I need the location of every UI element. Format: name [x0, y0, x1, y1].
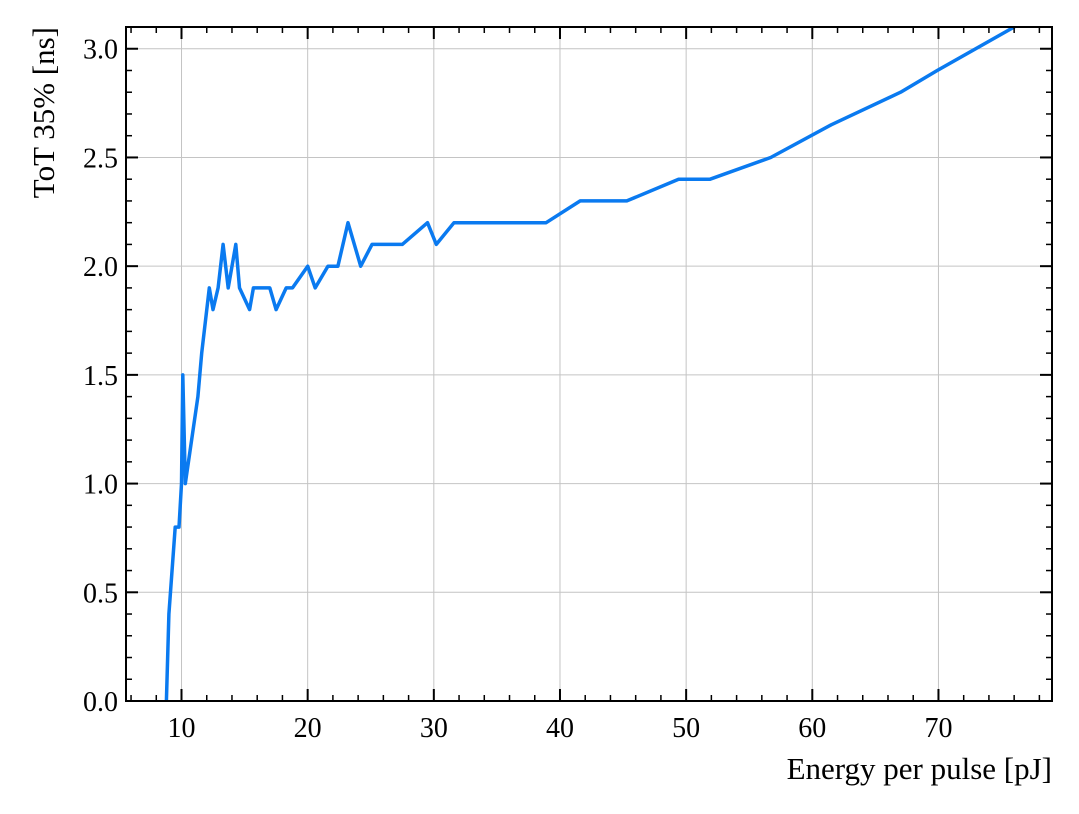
x-tick-label: 10 [168, 713, 196, 744]
y-tick-label: 0.5 [83, 578, 118, 609]
x-axis-label: Energy per pulse [pJ] [787, 751, 1052, 786]
series-layer [164, 27, 1016, 701]
y-tick-label: 1.0 [83, 470, 118, 501]
x-tick-label: 60 [798, 713, 826, 744]
grid [126, 27, 1052, 702]
x-tick-label: 40 [546, 713, 574, 744]
ticks [126, 26, 1052, 702]
y-tick-label: 3.0 [83, 35, 118, 66]
y-tick-label: 2.5 [83, 143, 118, 174]
tick-labels: 10 20 30 40 50 60 70 0.0 0.5 1.0 1.5 2.0 2.5 3.0 [83, 35, 952, 744]
x-tick-label: 50 [672, 713, 700, 744]
x-tick-label: 30 [420, 713, 448, 744]
y-tick-label: 2.0 [83, 252, 118, 283]
x-tick-label: 20 [294, 713, 322, 744]
series-line [164, 27, 1016, 701]
x-tick-label: 70 [924, 713, 952, 744]
y-tick-label: 1.5 [83, 361, 118, 392]
y-tick-label: 0.0 [83, 687, 118, 718]
y-axis-label: ToT 35% [ns] [26, 27, 61, 198]
plot-frame [125, 26, 1053, 702]
